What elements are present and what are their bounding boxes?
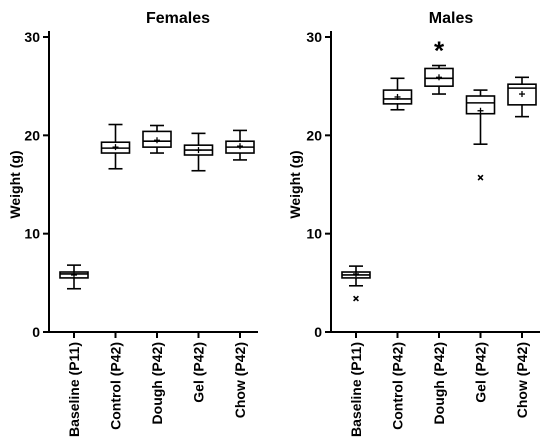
y-tick-label: 10 [306, 226, 322, 242]
y-tick-label: 0 [32, 324, 40, 340]
y-axis-label: Weight (g) [287, 150, 303, 218]
outlier-point [477, 174, 484, 181]
chart-title: Females [146, 10, 210, 27]
y-tick-label: 10 [24, 226, 40, 242]
x-category-label: Dough (P42) [431, 342, 447, 424]
x-category-label: Baseline (P11) [66, 342, 82, 437]
x-category-label: Chow (P42) [514, 342, 530, 418]
y-tick-label: 30 [306, 29, 322, 45]
panel-females: Females Weight (g) 0 10 20 30 Baseline (P11) Co… [7, 10, 258, 437]
x-category-label: Chow (P42) [232, 342, 248, 418]
y-axis-label: Weight (g) [7, 150, 23, 218]
x-category-label: Gel (P42) [191, 342, 207, 403]
x-category-label: Gel (P42) [473, 342, 489, 403]
y-tick-label: 20 [24, 127, 40, 143]
y-tick-label: 20 [306, 127, 322, 143]
outlier-point [353, 295, 359, 302]
y-tick-label: 30 [24, 29, 40, 45]
x-category-label: Control (P42) [108, 342, 124, 430]
panel-males: Males Weight (g) 0 10 20 30 Baseline (P11) Cont… [287, 10, 540, 437]
chart-title: Males [429, 10, 474, 27]
x-category-label: Control (P42) [390, 342, 406, 430]
y-tick-label: 0 [314, 324, 322, 340]
x-category-label: Dough (P42) [149, 342, 165, 424]
x-category-label: Baseline (P11) [348, 342, 364, 437]
significance-marker: * [434, 36, 445, 66]
